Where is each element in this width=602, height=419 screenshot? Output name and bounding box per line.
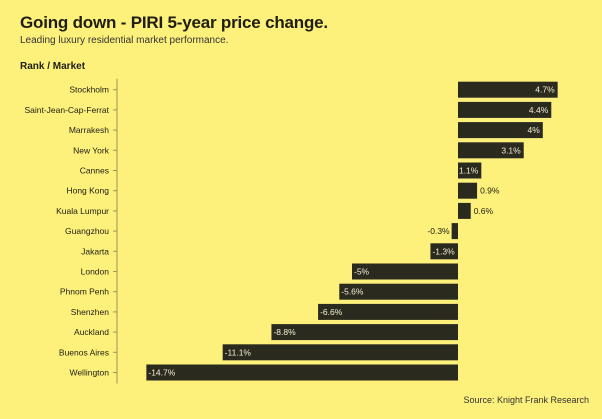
y-axis-title: Rank / Market (20, 61, 86, 72)
data-label: -14.7% (148, 368, 175, 378)
category-label: New York (73, 145, 110, 155)
category-label: Cannes (80, 166, 109, 176)
category-label: Buenos Aires (59, 347, 109, 357)
category-label: Kuala Lumpur (56, 206, 109, 216)
category-label: Stockholm (69, 85, 109, 95)
bar (352, 263, 458, 280)
category-label: Jakarta (81, 246, 109, 256)
bar (458, 202, 471, 219)
data-label: 4.7% (535, 85, 555, 95)
data-label: -8.8% (273, 327, 296, 337)
data-label: 3.1% (501, 145, 521, 155)
data-label: -5.6% (341, 287, 364, 297)
bar (271, 324, 458, 341)
bar (458, 182, 478, 199)
category-label: London (81, 267, 110, 277)
bar (458, 162, 482, 179)
category-label: Marrakesh (69, 125, 109, 135)
chart-subtitle: Leading luxury residential market perfor… (20, 35, 229, 46)
category-label: Saint-Jean-Cap-Ferrat (24, 105, 109, 115)
bar (430, 243, 458, 260)
chart-title: Going down - PIRI 5-year price change. (20, 13, 328, 32)
data-label: 4.4% (529, 105, 549, 115)
data-label: 0.6% (474, 206, 494, 216)
bar (339, 283, 458, 300)
bar (318, 303, 458, 320)
bar (458, 122, 543, 139)
bar (458, 101, 552, 118)
data-label: -6.6% (320, 307, 343, 317)
data-label: 1.1% (459, 166, 479, 176)
data-label: -0.3% (427, 226, 450, 236)
category-label: Hong Kong (66, 186, 109, 196)
category-label: Phnom Penh (60, 287, 109, 297)
bar (458, 142, 524, 159)
data-label: -11.1% (225, 347, 252, 357)
category-label: Shenzhen (71, 307, 110, 317)
bar (451, 223, 458, 240)
bar (222, 344, 458, 361)
bar (146, 364, 459, 381)
category-label: Auckland (74, 327, 109, 337)
data-label: 0.9% (480, 186, 500, 196)
category-label: Guangzhou (65, 226, 109, 236)
bar (458, 81, 558, 98)
source-note: Source: Knight Frank Research (463, 395, 589, 405)
data-label: -5% (354, 267, 370, 277)
category-label: Wellington (69, 368, 109, 378)
data-label: -1.3% (432, 246, 455, 256)
data-label: 4% (528, 125, 541, 135)
